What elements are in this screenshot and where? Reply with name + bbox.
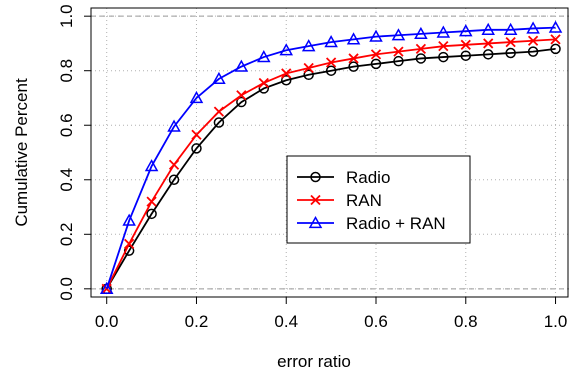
data-point: [212, 71, 226, 85]
x-tick-label: 1.0: [544, 312, 568, 331]
data-point: [191, 129, 202, 140]
legend-item: Radio: [297, 168, 390, 187]
data-point: [144, 159, 159, 172]
data-point: [415, 43, 427, 55]
legend-label: Radio: [346, 168, 390, 187]
x-tick-label: 0.0: [95, 312, 119, 331]
data-point: [481, 22, 495, 35]
legend-label: Radio + RAN: [346, 214, 446, 233]
data-point: [122, 213, 136, 226]
data-point: [391, 28, 406, 41]
data-point: [258, 77, 269, 89]
data-point: [168, 159, 180, 170]
data-point: [101, 283, 112, 294]
data-point: [236, 90, 247, 101]
x-axis: 0.0 0.2 0.4 0.6 0.8 1.0: [95, 297, 567, 331]
data-point: [124, 238, 135, 249]
y-tick-label: 0.8: [57, 59, 76, 83]
data-point: [281, 68, 292, 79]
grid-lines: [91, 8, 569, 297]
data-point: [310, 171, 321, 183]
data-point: [325, 65, 337, 76]
data-point: [393, 55, 404, 67]
data-point: [438, 51, 449, 63]
y-tick-label: 0.2: [57, 222, 76, 246]
data-point: [436, 25, 451, 38]
data-point: [280, 75, 292, 86]
data-point: [310, 194, 321, 206]
legend: Radio RAN Radio + RAN: [286, 155, 471, 244]
data-point: [482, 49, 494, 60]
data-point: [346, 32, 361, 45]
y-tick-label: 1.0: [57, 4, 76, 28]
data-point: [325, 57, 337, 68]
data-point: [348, 53, 359, 64]
data-point: [369, 29, 383, 42]
data-point: [168, 174, 180, 186]
data-point: [303, 69, 314, 81]
y-tick-label: 0.6: [57, 113, 76, 137]
data-point: [458, 24, 473, 37]
x-tick-label: 0.6: [364, 312, 388, 331]
data-point: [505, 47, 516, 59]
data-point: [503, 22, 518, 35]
y-axis-title: Cumulative Percent: [12, 78, 31, 227]
data-point: [234, 59, 249, 72]
data-point: [438, 41, 449, 52]
data-point: [191, 143, 202, 154]
data-point: [99, 281, 114, 294]
data-point: [348, 61, 359, 72]
data-point: [213, 117, 225, 128]
x-axis-title: error ratio: [277, 352, 351, 371]
data-point: [167, 119, 181, 132]
series-line: [105, 26, 556, 290]
data-point: [527, 35, 539, 46]
y-tick-label: 0.4: [57, 168, 76, 192]
x-tick-label: 0.2: [185, 312, 209, 331]
data-point: [279, 43, 294, 56]
series-layer: [99, 20, 563, 295]
data-point: [123, 245, 135, 256]
data-point: [483, 38, 494, 49]
data-point: [146, 208, 157, 220]
data-point: [370, 49, 382, 60]
series-line: [105, 48, 556, 290]
legend-items: Radio RAN Radio + RAN: [297, 168, 446, 233]
data-point: [550, 34, 561, 45]
data-point: [236, 96, 247, 108]
legend-item: Radio + RAN: [297, 214, 446, 233]
data-point: [527, 46, 539, 57]
x-tick-label: 0.8: [454, 312, 478, 331]
series-radio: [101, 43, 561, 295]
data-point: [189, 90, 204, 104]
data-point: [460, 50, 472, 61]
plot-frame: [90, 7, 569, 298]
legend-item: RAN: [297, 191, 382, 210]
data-point: [301, 39, 316, 52]
y-tick-label: 0.0: [57, 277, 76, 301]
data-point: [213, 106, 225, 117]
data-point: [505, 36, 516, 48]
data-point: [548, 20, 563, 33]
data-point: [550, 43, 561, 55]
data-point: [415, 53, 427, 64]
series-ran: [101, 34, 561, 294]
data-point: [370, 58, 382, 70]
data-point: [324, 35, 338, 48]
legend-label: RAN: [346, 191, 382, 210]
x-tick-label: 0.4: [274, 312, 298, 331]
data-point: [308, 215, 323, 229]
data-point: [526, 21, 540, 34]
series-radio-ran: [99, 20, 563, 294]
data-point: [303, 62, 314, 74]
data-point: [146, 196, 157, 207]
data-point: [257, 50, 271, 63]
y-axis: 0.0 0.2 0.4 0.6 0.8 1.0: [57, 4, 92, 301]
data-point: [393, 46, 404, 57]
data-point: [460, 39, 471, 50]
data-point: [414, 26, 428, 40]
